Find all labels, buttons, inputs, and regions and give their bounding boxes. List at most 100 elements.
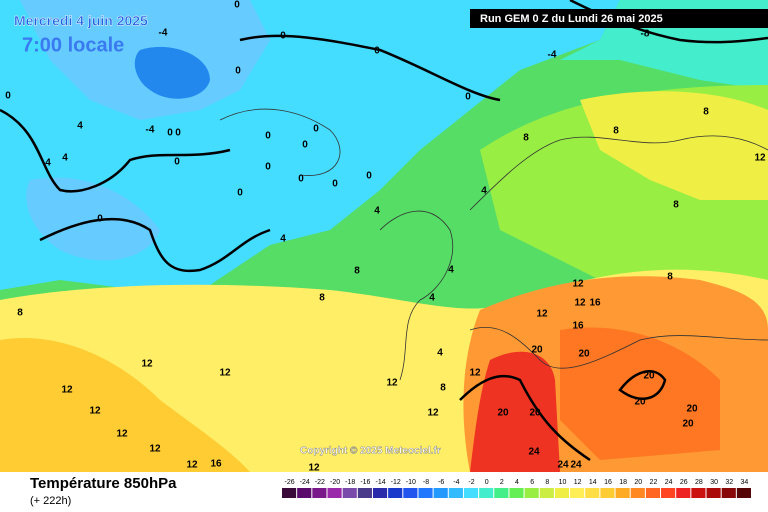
isotherm-label: 4 bbox=[62, 153, 68, 164]
colorbar-swatch bbox=[463, 488, 479, 498]
colorbar-swatch bbox=[418, 488, 433, 498]
isotherm-label: 16 bbox=[589, 298, 601, 309]
isotherm-label: 4 bbox=[481, 186, 487, 197]
hot-core-east bbox=[560, 327, 720, 460]
footer-lead: (+ 222h) bbox=[30, 495, 71, 507]
colorbar-label: -18 bbox=[345, 479, 355, 486]
isotherm-label: -8 bbox=[641, 29, 650, 40]
colorbar-label: -16 bbox=[360, 479, 370, 486]
isotherm-label: 20 bbox=[686, 404, 698, 415]
isotherm-label: 20 bbox=[578, 349, 590, 360]
isotherm-label: 12 bbox=[572, 279, 584, 290]
isotherm-label: 16 bbox=[572, 321, 584, 332]
isotherm-label: 12 bbox=[308, 463, 320, 474]
isotherm-label: 24 bbox=[570, 460, 582, 471]
isotherm-label: 0 bbox=[332, 179, 338, 190]
coastline bbox=[379, 210, 454, 381]
isotherm-label: 12 bbox=[219, 368, 231, 379]
isotherm-label: 12 bbox=[574, 298, 586, 309]
isotherm-label: 12 bbox=[469, 368, 481, 379]
colorbar-label: -4 bbox=[453, 479, 459, 486]
colorbar-label: 2 bbox=[500, 479, 504, 486]
isotherm-label: -4 bbox=[159, 28, 168, 39]
colorbar-label: 26 bbox=[680, 479, 688, 486]
colorbar-swatch bbox=[494, 488, 509, 498]
isotherm-label: -4 bbox=[146, 125, 155, 136]
isotherm-label: 8 bbox=[354, 266, 360, 277]
forecast-time: 7:00 locale bbox=[22, 34, 124, 56]
colorbar-label: 10 bbox=[559, 479, 567, 486]
colorbar-swatch bbox=[676, 488, 691, 498]
isotherm-label: 16 bbox=[210, 459, 222, 470]
isotherm-label: 20 bbox=[682, 419, 694, 430]
isotherm-label: 0 bbox=[302, 140, 308, 151]
isotherm-label: 4 bbox=[77, 121, 83, 132]
coastline bbox=[219, 108, 341, 176]
colorbar-label: 14 bbox=[589, 479, 597, 486]
colorbar-label: 30 bbox=[710, 479, 718, 486]
colorbar-swatch bbox=[282, 488, 297, 498]
colorbar-label: 12 bbox=[574, 479, 582, 486]
colorbar-label: 32 bbox=[725, 479, 733, 486]
colorbar-label: -24 bbox=[300, 479, 310, 486]
isotherm-label: 0 bbox=[175, 128, 181, 139]
colorbar-swatch bbox=[448, 488, 463, 498]
colorbar-swatch bbox=[736, 488, 751, 498]
isotherm-label: 4 bbox=[448, 265, 454, 276]
isotherm-label: 8 bbox=[673, 200, 679, 211]
colorbar-swatch bbox=[388, 488, 403, 498]
cold-core-dark bbox=[134, 46, 210, 99]
colorbar-label: 18 bbox=[619, 479, 627, 486]
isotherm-label: 20 bbox=[529, 408, 541, 419]
colorbar-swatch bbox=[312, 488, 327, 498]
isotherm-label: 0 bbox=[298, 174, 304, 185]
coastlines bbox=[219, 108, 768, 381]
colorbar-swatch bbox=[342, 488, 357, 498]
isotherm-label: 12 bbox=[754, 153, 766, 164]
isotherm-label: 12 bbox=[116, 429, 128, 440]
isotherm-label: 8 bbox=[17, 308, 23, 319]
colorbar-swatch bbox=[433, 488, 448, 498]
colorbar-swatch bbox=[539, 488, 554, 498]
run-banner bbox=[470, 9, 768, 28]
colorbar-swatch bbox=[645, 488, 661, 498]
isotherm-label: 0 bbox=[265, 162, 271, 173]
isotherm-label: 20 bbox=[531, 345, 543, 356]
colorbar-label: -8 bbox=[423, 479, 429, 486]
colorbar: -26 -24 -22 -20 -18 -16 -14 -12 -10 -8 -6 -4 -2 0 2 4 6 8… bbox=[282, 479, 751, 498]
isotherm-label: 0 bbox=[265, 131, 271, 142]
colorbar-label: 0 bbox=[485, 479, 489, 486]
isotherm-label: 4 bbox=[280, 234, 286, 245]
colorbar-label: 22 bbox=[650, 479, 658, 486]
colorbar-swatch bbox=[585, 488, 600, 498]
isotherm-label: 12 bbox=[386, 378, 398, 389]
isotherm-label: 8 bbox=[667, 272, 673, 283]
isotherm-label: 12 bbox=[186, 460, 198, 471]
colorbar-swatch bbox=[372, 488, 388, 498]
isotherm-label: 12 bbox=[536, 309, 548, 320]
colorbar-swatch bbox=[570, 488, 585, 498]
hot-core bbox=[470, 351, 560, 472]
colorbar-label: -2 bbox=[468, 479, 474, 486]
isotherm-label: 0 bbox=[167, 128, 173, 139]
isotherm-label: 8 bbox=[523, 133, 529, 144]
isotherm bbox=[39, 217, 271, 273]
colorbar-label: -10 bbox=[406, 479, 416, 486]
isotherm-label: 8 bbox=[319, 293, 325, 304]
isotherm-label: 12 bbox=[149, 444, 161, 455]
isotherm-label: -4 bbox=[548, 50, 557, 61]
colorbar-swatch bbox=[615, 488, 630, 498]
isotherm bbox=[459, 374, 591, 462]
colorbar-label: -6 bbox=[438, 479, 444, 486]
isotherm-label: 24 bbox=[557, 460, 569, 471]
isotherm-label: 0 bbox=[280, 31, 286, 42]
colorbar-swatch bbox=[554, 488, 570, 498]
isotherm-label: 0 bbox=[465, 92, 471, 103]
run-info: Run GEM 0 Z du Lundi 26 mai 2025 bbox=[480, 13, 663, 25]
isotherm-label: 20 bbox=[497, 408, 509, 419]
colorbar-swatch bbox=[661, 488, 676, 498]
colorbar-swatch bbox=[630, 488, 645, 498]
isotherm bbox=[239, 34, 501, 102]
